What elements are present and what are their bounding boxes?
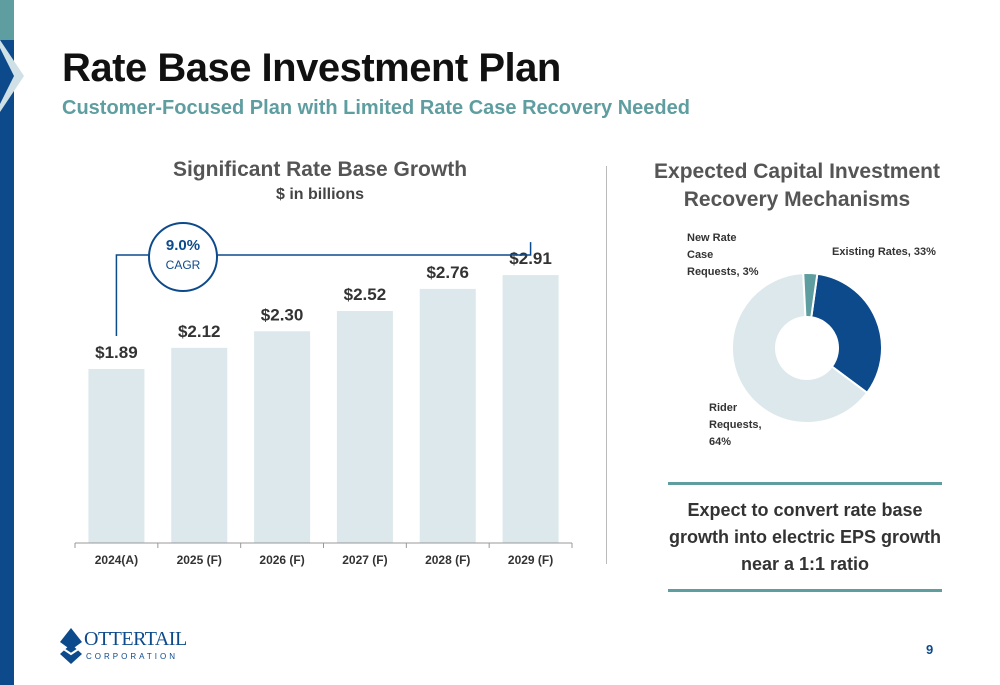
cagr-bracket-left [115, 254, 150, 337]
pie-chart [731, 272, 883, 424]
pie-slice-rider-requests [731, 272, 869, 424]
logo-subtitle: CORPORATION [86, 652, 178, 661]
bar-value-label-3: $2.52 [344, 285, 387, 304]
pie-label-new-rate: New Rate Case Requests, 3% [687, 230, 759, 281]
pie-label-rider: Rider Requests, 64% [709, 400, 762, 451]
cagr-value: 9.0% [165, 237, 201, 254]
bar-value-label-2: $2.30 [261, 305, 304, 324]
section-divider [606, 166, 607, 564]
pie-label-rider-line2: Requests, [709, 419, 762, 431]
page-number: 9 [926, 642, 934, 657]
pie-label-rider-line1: Rider [709, 402, 738, 414]
bar-value-label-4: $2.76 [426, 263, 469, 282]
pie-slice-new-rate-case-requests [802, 272, 819, 319]
pie-label-existing: Existing Rates, 33% [832, 246, 936, 258]
cagr-badge: 9.0% CAGR [148, 222, 218, 292]
cagr-label: CAGR [165, 258, 201, 272]
pie-label-rider-line3: 64% [709, 436, 732, 448]
logo-name: OTTERTAIL [84, 628, 187, 650]
bar-0 [88, 369, 145, 543]
pie-label-new-rate-line2: Case [687, 249, 714, 261]
bar-value-label-1: $2.12 [178, 322, 221, 341]
bar-2 [254, 331, 311, 543]
logo-drop-icon [60, 628, 82, 664]
pie-slice-existing-rates [810, 272, 883, 395]
x-tick-label-5: 2029 (F) [508, 553, 553, 567]
bar-chart-subtitle: $ in billions [275, 186, 364, 203]
bar-4 [419, 288, 476, 543]
callout-box: Expect to convert rate base growth into … [668, 482, 942, 592]
side-accent-top [0, 0, 14, 40]
cagr-bracket-right [214, 242, 532, 256]
bar-chart: $1.89 2024(A) $2.12 2025 (F) $2.30 2026 (F) $2… [74, 242, 573, 567]
page-title: Rate Base Investment Plan [62, 46, 561, 90]
pie-label-new-rate-line1: New Rate [687, 232, 737, 244]
callout-text: Expect to convert rate base growth into … [668, 500, 942, 574]
bar-value-label-0: $1.89 [95, 343, 138, 362]
bar-5 [502, 275, 559, 543]
side-accent-bar [0, 0, 14, 685]
bar-chart-title: Significant Rate Base Growth [172, 158, 468, 181]
pie-label-new-rate-line3: Requests, 3% [687, 266, 759, 278]
bar-1 [171, 347, 228, 543]
x-tick-label-1: 2025 (F) [177, 553, 222, 567]
x-tick-label-4: 2028 (F) [425, 553, 470, 567]
pie-chart-title: Expected Capital Investment Recovery Mec… [654, 160, 940, 211]
x-tick-label-2: 2026 (F) [259, 553, 304, 567]
bar-value-label-5: $2.91 [509, 249, 552, 268]
chevron-decoration-inner [0, 48, 14, 104]
company-logo: OTTERTAIL CORPORATION [60, 628, 200, 668]
x-tick-label-0: 2024(A) [95, 553, 138, 567]
bar-3 [336, 311, 393, 543]
x-tick-label-3: 2027 (F) [342, 553, 387, 567]
page-subtitle: Customer-Focused Plan with Limited Rate … [62, 97, 690, 119]
